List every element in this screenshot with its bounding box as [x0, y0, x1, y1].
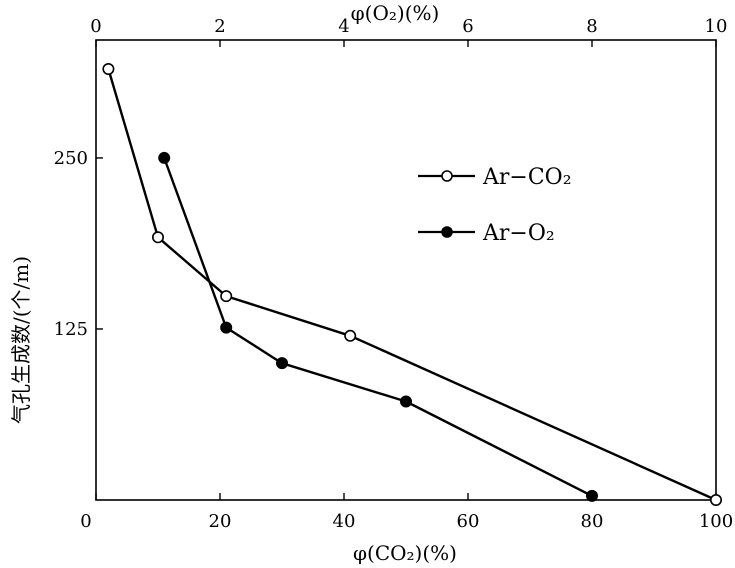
- series-0-point-1: [152, 231, 165, 244]
- top-tick-label-4: 4: [338, 16, 349, 37]
- bottom-tick-label-60: 60: [457, 511, 480, 532]
- top-tick-label-2: 2: [214, 16, 225, 37]
- series-1-point-0: [158, 151, 171, 164]
- legend: Ar−CO₂ Ar−O₂: [418, 165, 572, 246]
- bottom-axis-ticks: 20 40 60 80 100: [95, 493, 733, 532]
- series-0-point-4: [709, 493, 722, 506]
- y-tick-label-250: 250: [54, 148, 88, 169]
- legend-label-ar-o2: Ar−O₂: [482, 221, 555, 246]
- series-0-point-3: [344, 329, 357, 342]
- series-0-point-2: [220, 290, 233, 303]
- plot-frame: [95, 39, 717, 501]
- top-tick-label-6: 6: [462, 16, 473, 37]
- series-1-point-3: [399, 395, 412, 408]
- series-1-point-1: [220, 321, 233, 334]
- bottom-tick-label-40: 40: [333, 511, 356, 532]
- top-tick-label-0: 0: [90, 16, 101, 37]
- x-axis-title-bottom: φ(CO₂)(%): [353, 541, 457, 565]
- y-origin-label: 0: [80, 511, 91, 532]
- series-0-point-0: [102, 62, 115, 75]
- top-axis-ticks: 0 2 4 6 8 10: [90, 16, 727, 47]
- y-tick-label-125: 125: [54, 319, 88, 340]
- bottom-tick-label-100: 100: [699, 511, 733, 532]
- series-layer: [102, 62, 722, 506]
- bottom-tick-label-20: 20: [209, 511, 232, 532]
- x-axis-title-top: φ(O₂)(%): [351, 1, 440, 25]
- series-1-point-4: [585, 489, 598, 502]
- legend-label-ar-co2: Ar−CO₂: [482, 165, 572, 190]
- legend-marker-ar-co2: [441, 170, 453, 182]
- series-line-0: [107, 68, 717, 502]
- bottom-tick-label-80: 80: [581, 511, 604, 532]
- legend-marker-ar-o2: [441, 226, 453, 238]
- top-tick-label-8: 8: [586, 16, 597, 37]
- y-axis-title: 气孔生成数/(个/m): [9, 256, 33, 424]
- y-axis-ticks: 125 250: [54, 148, 103, 340]
- top-tick-label-10: 10: [705, 16, 728, 37]
- series-1-point-2: [275, 357, 288, 370]
